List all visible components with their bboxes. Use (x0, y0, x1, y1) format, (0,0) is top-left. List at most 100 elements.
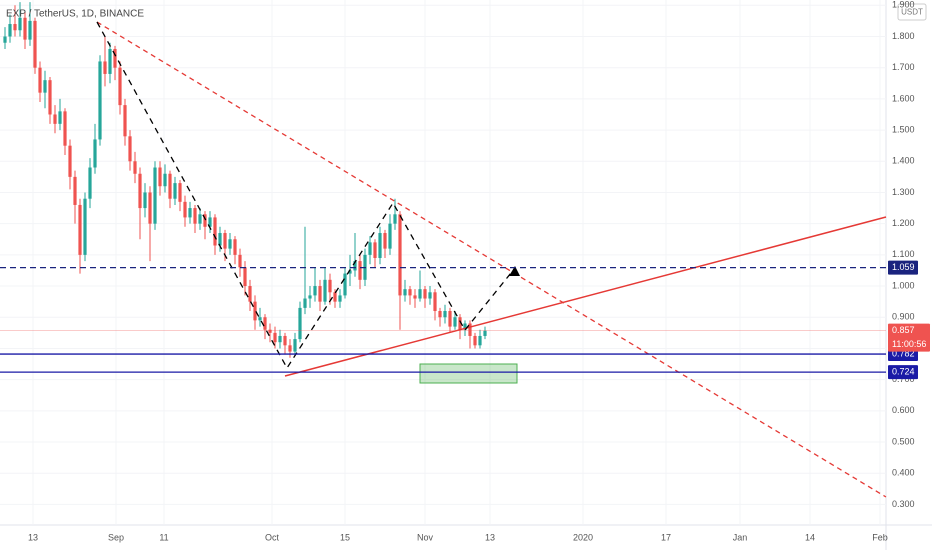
candle-body (58, 111, 62, 124)
candle-body (123, 105, 127, 137)
candle-body (428, 292, 432, 299)
candle-body (293, 339, 297, 352)
candle-body (458, 317, 462, 330)
candle-body (388, 223, 392, 249)
candle-body (78, 204, 82, 255)
candle-body (28, 20, 32, 40)
x-tick-label: Feb (872, 532, 888, 542)
x-tick-label: 11 (159, 532, 168, 542)
candle-body (323, 279, 327, 302)
resistance-trendline (96, 21, 887, 498)
candle-body (223, 233, 227, 249)
drawings (96, 21, 887, 498)
candle-body (443, 311, 447, 318)
candle-body (353, 261, 357, 271)
currency-badge (897, 3, 927, 21)
y-tick-label: 0.600 (892, 405, 915, 415)
candle-body (348, 270, 352, 274)
candle-body (333, 292, 337, 302)
candle-body (413, 295, 417, 299)
candle-body (408, 289, 412, 296)
x-tick-label: Jan (733, 532, 748, 542)
candle-body (438, 311, 442, 318)
candle-body (193, 208, 197, 224)
candle-body (68, 145, 72, 177)
candle-body (43, 80, 47, 93)
candle-body (118, 67, 122, 106)
x-tick-label: 17 (661, 532, 671, 542)
candle-body (203, 214, 207, 227)
candle-body (288, 345, 292, 352)
candle-body (273, 332, 277, 343)
y-tick-label: 1.000 (892, 280, 915, 290)
candle-body (53, 114, 57, 124)
candle-body (148, 192, 152, 224)
last-price-tag (888, 323, 930, 352)
candle-body (418, 289, 422, 299)
x-tick-label: Nov (417, 532, 434, 542)
candle-body (213, 217, 217, 246)
x-tick-label: Sep (108, 532, 124, 542)
candle-body (73, 176, 77, 205)
candle-body (173, 183, 177, 199)
candle-body (463, 323, 467, 330)
candle-body (198, 214, 202, 224)
x-tick-label: 15 (340, 532, 350, 542)
candle-body (338, 295, 342, 302)
candle-body (63, 111, 67, 146)
candle-body (158, 167, 162, 187)
candle-body (163, 173, 167, 187)
y-tick-label: 1.400 (892, 156, 915, 166)
y-tick-label: 0.300 (892, 499, 915, 509)
candle-body (283, 335, 287, 346)
candle-body (183, 201, 187, 218)
candle-body (238, 254, 242, 268)
candle-body (453, 317, 457, 327)
y-tick-label: 1.700 (892, 62, 915, 72)
y-tick-label: 1.500 (892, 124, 915, 134)
candle-body (48, 80, 52, 115)
candle-body (468, 323, 472, 336)
candle-body (3, 36, 7, 43)
candle-body (33, 20, 37, 68)
candle-body (138, 173, 142, 209)
candle-body (298, 307, 302, 340)
candle-body (133, 161, 137, 174)
candle-body (433, 292, 437, 312)
candle-body (253, 301, 257, 321)
currency-label: USDT (901, 8, 923, 17)
candle-body (108, 48, 112, 74)
candle-body (473, 335, 477, 346)
candle-body (383, 233, 387, 249)
candle-body (113, 48, 117, 68)
arrow-head (509, 266, 520, 276)
candle-body (268, 329, 272, 333)
candle-body (403, 289, 407, 296)
y-tick-label: 1.600 (892, 93, 915, 103)
y-tick-label: 1.800 (892, 31, 915, 41)
zigzag-pattern (96, 21, 516, 370)
candle-body (313, 286, 317, 296)
candle-body (318, 286, 322, 302)
candle-body (308, 295, 312, 299)
candle-body (278, 335, 282, 343)
candle-body (128, 136, 132, 162)
target-zone (419, 363, 518, 384)
candle-body (373, 242, 377, 258)
x-tick-label: Oct (265, 532, 280, 542)
candle-body (398, 214, 402, 296)
candle-body (263, 317, 267, 330)
candle-body (18, 17, 22, 31)
price-tag-label: 0.724 (892, 367, 915, 377)
candle-body (143, 192, 147, 209)
candle-body (88, 167, 92, 199)
candle-body (13, 24, 17, 31)
y-tick-label: 0.900 (892, 312, 915, 322)
candle-body (103, 61, 107, 74)
chart-title: EXP / TetherUS, 1D, BINANCE (6, 9, 144, 20)
price-tag-label: 1.059 (892, 262, 915, 272)
y-tick-label: 1.900 (892, 0, 915, 10)
candle-body (23, 17, 27, 40)
y-tick-label: 1.200 (892, 218, 915, 228)
candle-body (93, 139, 97, 168)
